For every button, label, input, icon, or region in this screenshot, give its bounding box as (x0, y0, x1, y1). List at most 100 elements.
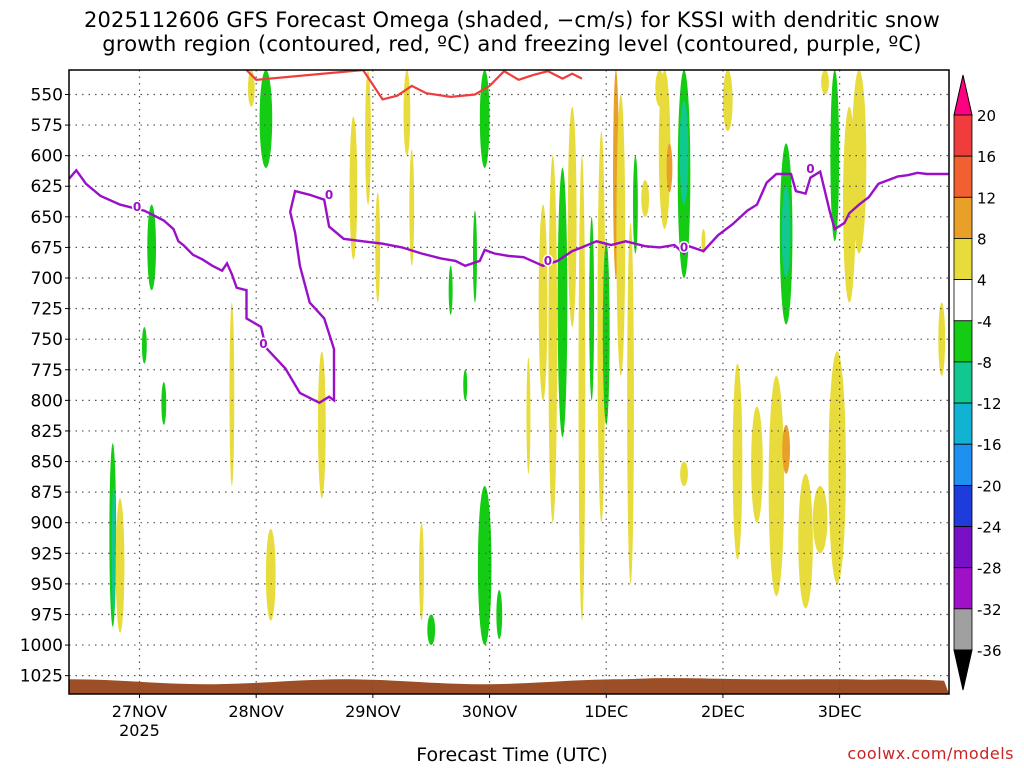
colorbar-box (953, 361, 973, 404)
omega-shade-28 (567, 106, 577, 327)
freezing-level-label: 0 (806, 162, 814, 176)
x-tick-sublabel: 2025 (119, 721, 160, 740)
omega-shade-13 (375, 192, 381, 303)
omega-shade-10 (317, 351, 326, 499)
omega-shade-52 (798, 473, 813, 609)
colorbar-box (953, 279, 973, 322)
omega-shade-8 (247, 70, 255, 107)
plot-frame (68, 69, 950, 695)
omega-shade-58 (828, 351, 846, 584)
omega-shade-16 (419, 522, 424, 621)
colorbar-label: 20 (977, 107, 996, 125)
y-tick-label: 625 (31, 177, 63, 197)
y-tick-label: 550 (31, 85, 63, 105)
omega-shade-29 (578, 155, 586, 621)
colorbar-label: -4 (977, 313, 992, 331)
colorbar-label: -16 (977, 436, 1002, 454)
colorbar-label: 8 (977, 230, 987, 248)
omega-shade-15 (409, 149, 415, 266)
x-tick-label: 2DEC (701, 702, 745, 721)
colorbar-label: -20 (977, 477, 1002, 495)
omega-shade-50 (781, 186, 791, 278)
omega-shade-43 (680, 461, 688, 486)
y-tick-label: 575 (31, 116, 63, 136)
title-line-2: growth region (contoured, red, ºC) and f… (102, 32, 922, 56)
omega-shade-12 (365, 70, 371, 205)
y-tick-label: 750 (31, 330, 63, 350)
omega-shade-54 (821, 70, 829, 95)
x-tick-label: 29NOV (345, 702, 401, 721)
y-tick-label: 875 (31, 483, 63, 503)
colorbar-box (953, 402, 973, 445)
omega-shade-57 (851, 70, 867, 254)
colorbar-box (953, 567, 973, 610)
omega-shade-20 (472, 210, 477, 303)
dendritic-contour (245, 70, 583, 101)
freezing-level-label: 0 (259, 337, 267, 351)
colorbar-box (953, 238, 973, 281)
omega-shade-1 (111, 486, 116, 615)
omega-shade-26 (548, 155, 558, 523)
omega-shade-9 (265, 528, 276, 621)
omega-shade-25 (538, 204, 548, 401)
y-tick-label: 850 (31, 453, 63, 473)
omega-shade-39 (658, 70, 671, 230)
omega-shade-42 (679, 100, 689, 205)
omega-shade-31 (597, 131, 606, 523)
colorbar-box (953, 196, 973, 239)
y-tick-label: 775 (31, 361, 63, 381)
omega-shade-51 (782, 424, 791, 474)
omega-shade-21 (477, 486, 492, 646)
omega-shade-3 (141, 326, 147, 364)
colorbar-label: 4 (977, 272, 987, 290)
y-tick-label: 900 (31, 514, 63, 534)
freezing-level-label: 0 (680, 240, 688, 254)
omega-shade-44 (701, 229, 706, 254)
y-tick-label: 1025 (20, 667, 63, 687)
omega-shade-2 (115, 498, 125, 633)
y-tick-label: 675 (31, 238, 63, 258)
colorbar-label: -32 (977, 601, 1002, 619)
omega-shade-46 (732, 363, 743, 560)
x-tick-label: 27NOV (112, 702, 168, 721)
omega-shade-7 (259, 70, 273, 168)
omega-shade-45 (722, 70, 733, 132)
omega-shade-22 (479, 70, 490, 168)
freezing-level-label: 0 (133, 200, 141, 214)
y-tick-label: 650 (31, 208, 63, 228)
omega-shade-37 (641, 180, 650, 217)
omega-shade-6 (229, 302, 235, 486)
colorbar-top-arrow (953, 74, 973, 116)
y-tick-label: 725 (31, 300, 63, 320)
y-tick-label: 800 (31, 391, 63, 411)
omega-shade-4 (147, 204, 157, 291)
omega-shade-59 (938, 302, 946, 376)
x-tick-label: 28NOV (228, 702, 284, 721)
omega-shade-34 (616, 94, 626, 376)
omega-shade-14 (403, 70, 411, 156)
y-tick-label: 950 (31, 575, 63, 595)
omega-shade-18 (448, 265, 453, 315)
colorbar-box (953, 114, 973, 157)
y-tick-label: 700 (31, 269, 63, 289)
credit-link[interactable]: coolwx.com/models (847, 744, 1014, 763)
omega-shade-47 (751, 406, 763, 523)
y-tick-label: 925 (31, 544, 63, 564)
omega-shade-40 (666, 143, 673, 193)
omega-shade-36 (632, 155, 638, 254)
colorbar-box (953, 320, 973, 363)
title-line-1: 2025112606 GFS Forecast Omega (shaded, −… (83, 8, 941, 32)
chart-title: 2025112606 GFS Forecast Omega (shaded, −… (0, 8, 1024, 56)
colorbar-label: -8 (977, 354, 992, 372)
colorbar-bottom-arrow (953, 649, 973, 691)
omega-shade-24 (526, 357, 531, 474)
colorbar-box (953, 484, 973, 527)
omega-shade-30 (589, 216, 595, 401)
colorbar-box (953, 608, 973, 651)
y-tick-label: 1000 (20, 636, 63, 656)
freezing-level-label: 0 (544, 254, 552, 268)
colorbar-label: 12 (977, 189, 996, 207)
y-tick-label: 600 (31, 147, 63, 167)
freezing-level-contour (69, 168, 949, 405)
